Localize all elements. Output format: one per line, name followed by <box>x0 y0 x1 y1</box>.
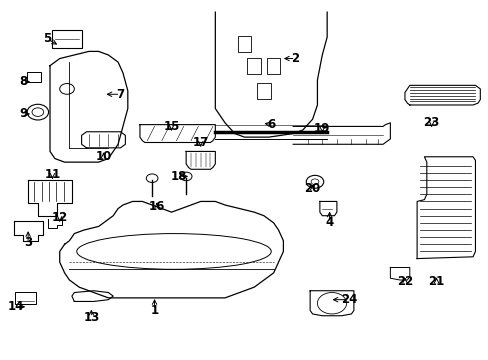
Text: 1: 1 <box>150 304 158 317</box>
Text: 6: 6 <box>266 118 275 131</box>
Text: 20: 20 <box>304 183 320 195</box>
Text: 7: 7 <box>116 88 124 101</box>
Text: 4: 4 <box>325 216 333 229</box>
Text: 10: 10 <box>95 150 111 163</box>
Text: 18: 18 <box>170 170 187 183</box>
Text: 8: 8 <box>19 75 27 88</box>
Text: 22: 22 <box>396 275 412 288</box>
Text: 3: 3 <box>24 236 32 249</box>
Text: 9: 9 <box>19 107 27 120</box>
Text: 17: 17 <box>192 136 208 149</box>
Text: 13: 13 <box>83 311 99 324</box>
Text: 2: 2 <box>291 52 299 65</box>
Text: 15: 15 <box>163 120 180 133</box>
Text: 11: 11 <box>44 168 61 181</box>
Text: 21: 21 <box>427 275 444 288</box>
Text: 14: 14 <box>8 300 24 313</box>
Text: 12: 12 <box>52 211 68 224</box>
Text: 16: 16 <box>148 200 165 213</box>
Text: 23: 23 <box>423 116 439 129</box>
Text: 24: 24 <box>340 293 357 306</box>
Text: 5: 5 <box>43 32 52 45</box>
Text: 19: 19 <box>313 122 330 135</box>
